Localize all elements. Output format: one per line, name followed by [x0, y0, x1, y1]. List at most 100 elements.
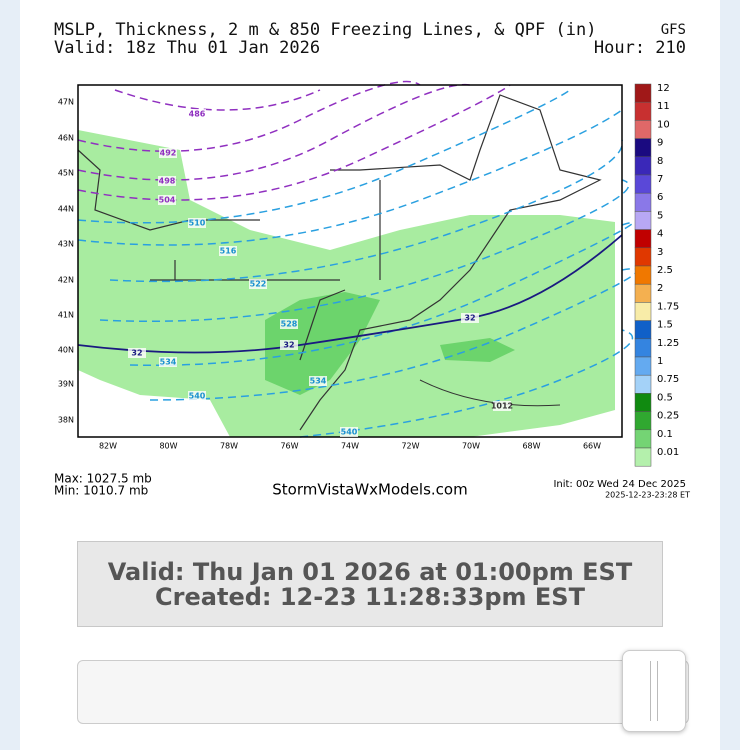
qpf-shading-heavy: [265, 292, 515, 395]
legend-swatch: [634, 265, 652, 285]
max-pressure: Max: 1027.5 mb: [54, 472, 152, 486]
contour-label-bg: [280, 340, 298, 350]
forecast-hour: Hour: 210: [594, 38, 686, 58]
legend-label: 1.5: [657, 320, 673, 331]
contour-label-bg: [309, 376, 327, 386]
contour-label: 534: [160, 358, 177, 367]
lat-label: 39N: [58, 380, 74, 389]
legend-swatch: [634, 192, 652, 212]
contour-label: 32: [131, 349, 142, 358]
legend-swatch: [634, 320, 652, 340]
legend-label: 0.5: [657, 392, 673, 403]
lon-label: 78W: [220, 442, 238, 451]
contour-label-bg: [158, 176, 176, 186]
legend-label: 12: [657, 83, 670, 94]
legend-label: 10: [657, 119, 670, 130]
legend-label: 7: [657, 174, 663, 185]
lat-label: 43N: [58, 240, 74, 249]
legend-label: 0.1: [657, 429, 673, 440]
legend-swatch: [634, 174, 652, 194]
contour-label-bg: [158, 195, 176, 205]
info-created: Created: 12-23 11:28:33pm EST: [155, 583, 585, 611]
legend-swatch: [634, 138, 652, 158]
contour-label-bg: [159, 357, 177, 367]
legend-swatch: [634, 374, 652, 394]
contour-label: 32: [283, 341, 294, 350]
legend-swatch: [634, 356, 652, 376]
lon-label: 74W: [341, 442, 359, 451]
min-pressure: Min: 1010.7 mb: [54, 484, 148, 498]
lat-label: 40N: [58, 346, 74, 355]
lat-label: 41N: [58, 311, 74, 320]
contour-label: 534: [310, 377, 327, 386]
legend-label: 2: [657, 283, 663, 294]
legend-swatch: [634, 229, 652, 249]
lat-label: 38N: [58, 416, 74, 425]
legend-swatch: [634, 156, 652, 176]
legend-label: 1.25: [657, 338, 679, 349]
valid-time: Valid: 18z Thu 01 Jan 2026: [54, 38, 320, 58]
legend-label: 1.75: [657, 301, 679, 312]
contour-label-bg: [188, 218, 206, 228]
legend-label: 0.75: [657, 374, 679, 385]
legend-label: 0.01: [657, 447, 679, 458]
isobar: [419, 379, 561, 407]
legend-label: 4: [657, 229, 663, 240]
lat-label: 44N: [58, 205, 74, 214]
legend-label: 0.25: [657, 411, 679, 422]
model-name: GFS: [661, 22, 686, 38]
freezing-line: [77, 234, 623, 354]
contour-label-bg: [280, 319, 298, 329]
lon-label: 80W: [159, 442, 177, 451]
contour-label: 486: [189, 110, 206, 119]
lon-label: 66W: [583, 442, 601, 451]
contour-label: 504: [159, 196, 176, 205]
legend-swatch: [634, 447, 652, 467]
contour-label: 498: [159, 177, 176, 186]
legend-label: 3: [657, 247, 663, 258]
contour-label-bg: [188, 109, 206, 119]
legend-label: 9: [657, 138, 663, 149]
legend-label: 5: [657, 210, 663, 221]
weather-map: MSLP, Thickness, 2 m & 850 Freezing Line…: [54, 20, 690, 500]
legend-label: 1: [657, 356, 663, 367]
contour-label: 528: [281, 320, 298, 329]
legend-swatch: [634, 120, 652, 139]
contour-label: 492: [160, 149, 177, 158]
page: MSLP, Thickness, 2 m & 850 Freezing Line…: [20, 0, 720, 750]
contour-label-bg: [159, 148, 177, 158]
info-valid: Valid: Thu Jan 01 2026 at 01:00pm EST: [107, 558, 633, 586]
legend-label: 6: [657, 192, 663, 203]
legend-swatch: [634, 302, 652, 321]
lon-label: 68W: [522, 442, 540, 451]
contour-label: 510: [189, 219, 206, 228]
contour-label-bg: [188, 391, 206, 401]
lat-label: 42N: [58, 276, 74, 285]
legend-label: 11: [657, 101, 670, 112]
contour-label: 540: [189, 392, 206, 401]
thickness-contours: [77, 80, 639, 438]
slider-track[interactable]: [77, 660, 689, 724]
lon-label: 72W: [401, 442, 419, 451]
lon-label: 82W: [99, 442, 117, 451]
site-name: StormVistaWxModels.com: [272, 481, 467, 499]
legend-swatch: [634, 429, 652, 449]
map-area: [77, 80, 639, 438]
lat-label: 46N: [58, 134, 74, 143]
info-box: Valid: Thu Jan 01 2026 at 01:00pm EST Cr…: [77, 541, 663, 627]
contour-label: 540: [341, 428, 358, 437]
legend-swatch: [634, 393, 652, 412]
legend-swatch: [634, 338, 652, 358]
contour-label: 32: [464, 314, 475, 323]
slider-thumb[interactable]: [622, 650, 686, 732]
contour-label-bg: [340, 427, 358, 437]
legend-swatch: [634, 411, 652, 431]
contour-label-bg: [128, 348, 146, 358]
contour-label: 522: [250, 280, 267, 289]
timestamp: 2025-12-23-23:28 ET: [605, 491, 690, 500]
contour-label-bg: [493, 401, 511, 411]
legend-swatch: [634, 211, 652, 230]
lon-label: 70W: [462, 442, 480, 451]
lon-label: 76W: [280, 442, 298, 451]
